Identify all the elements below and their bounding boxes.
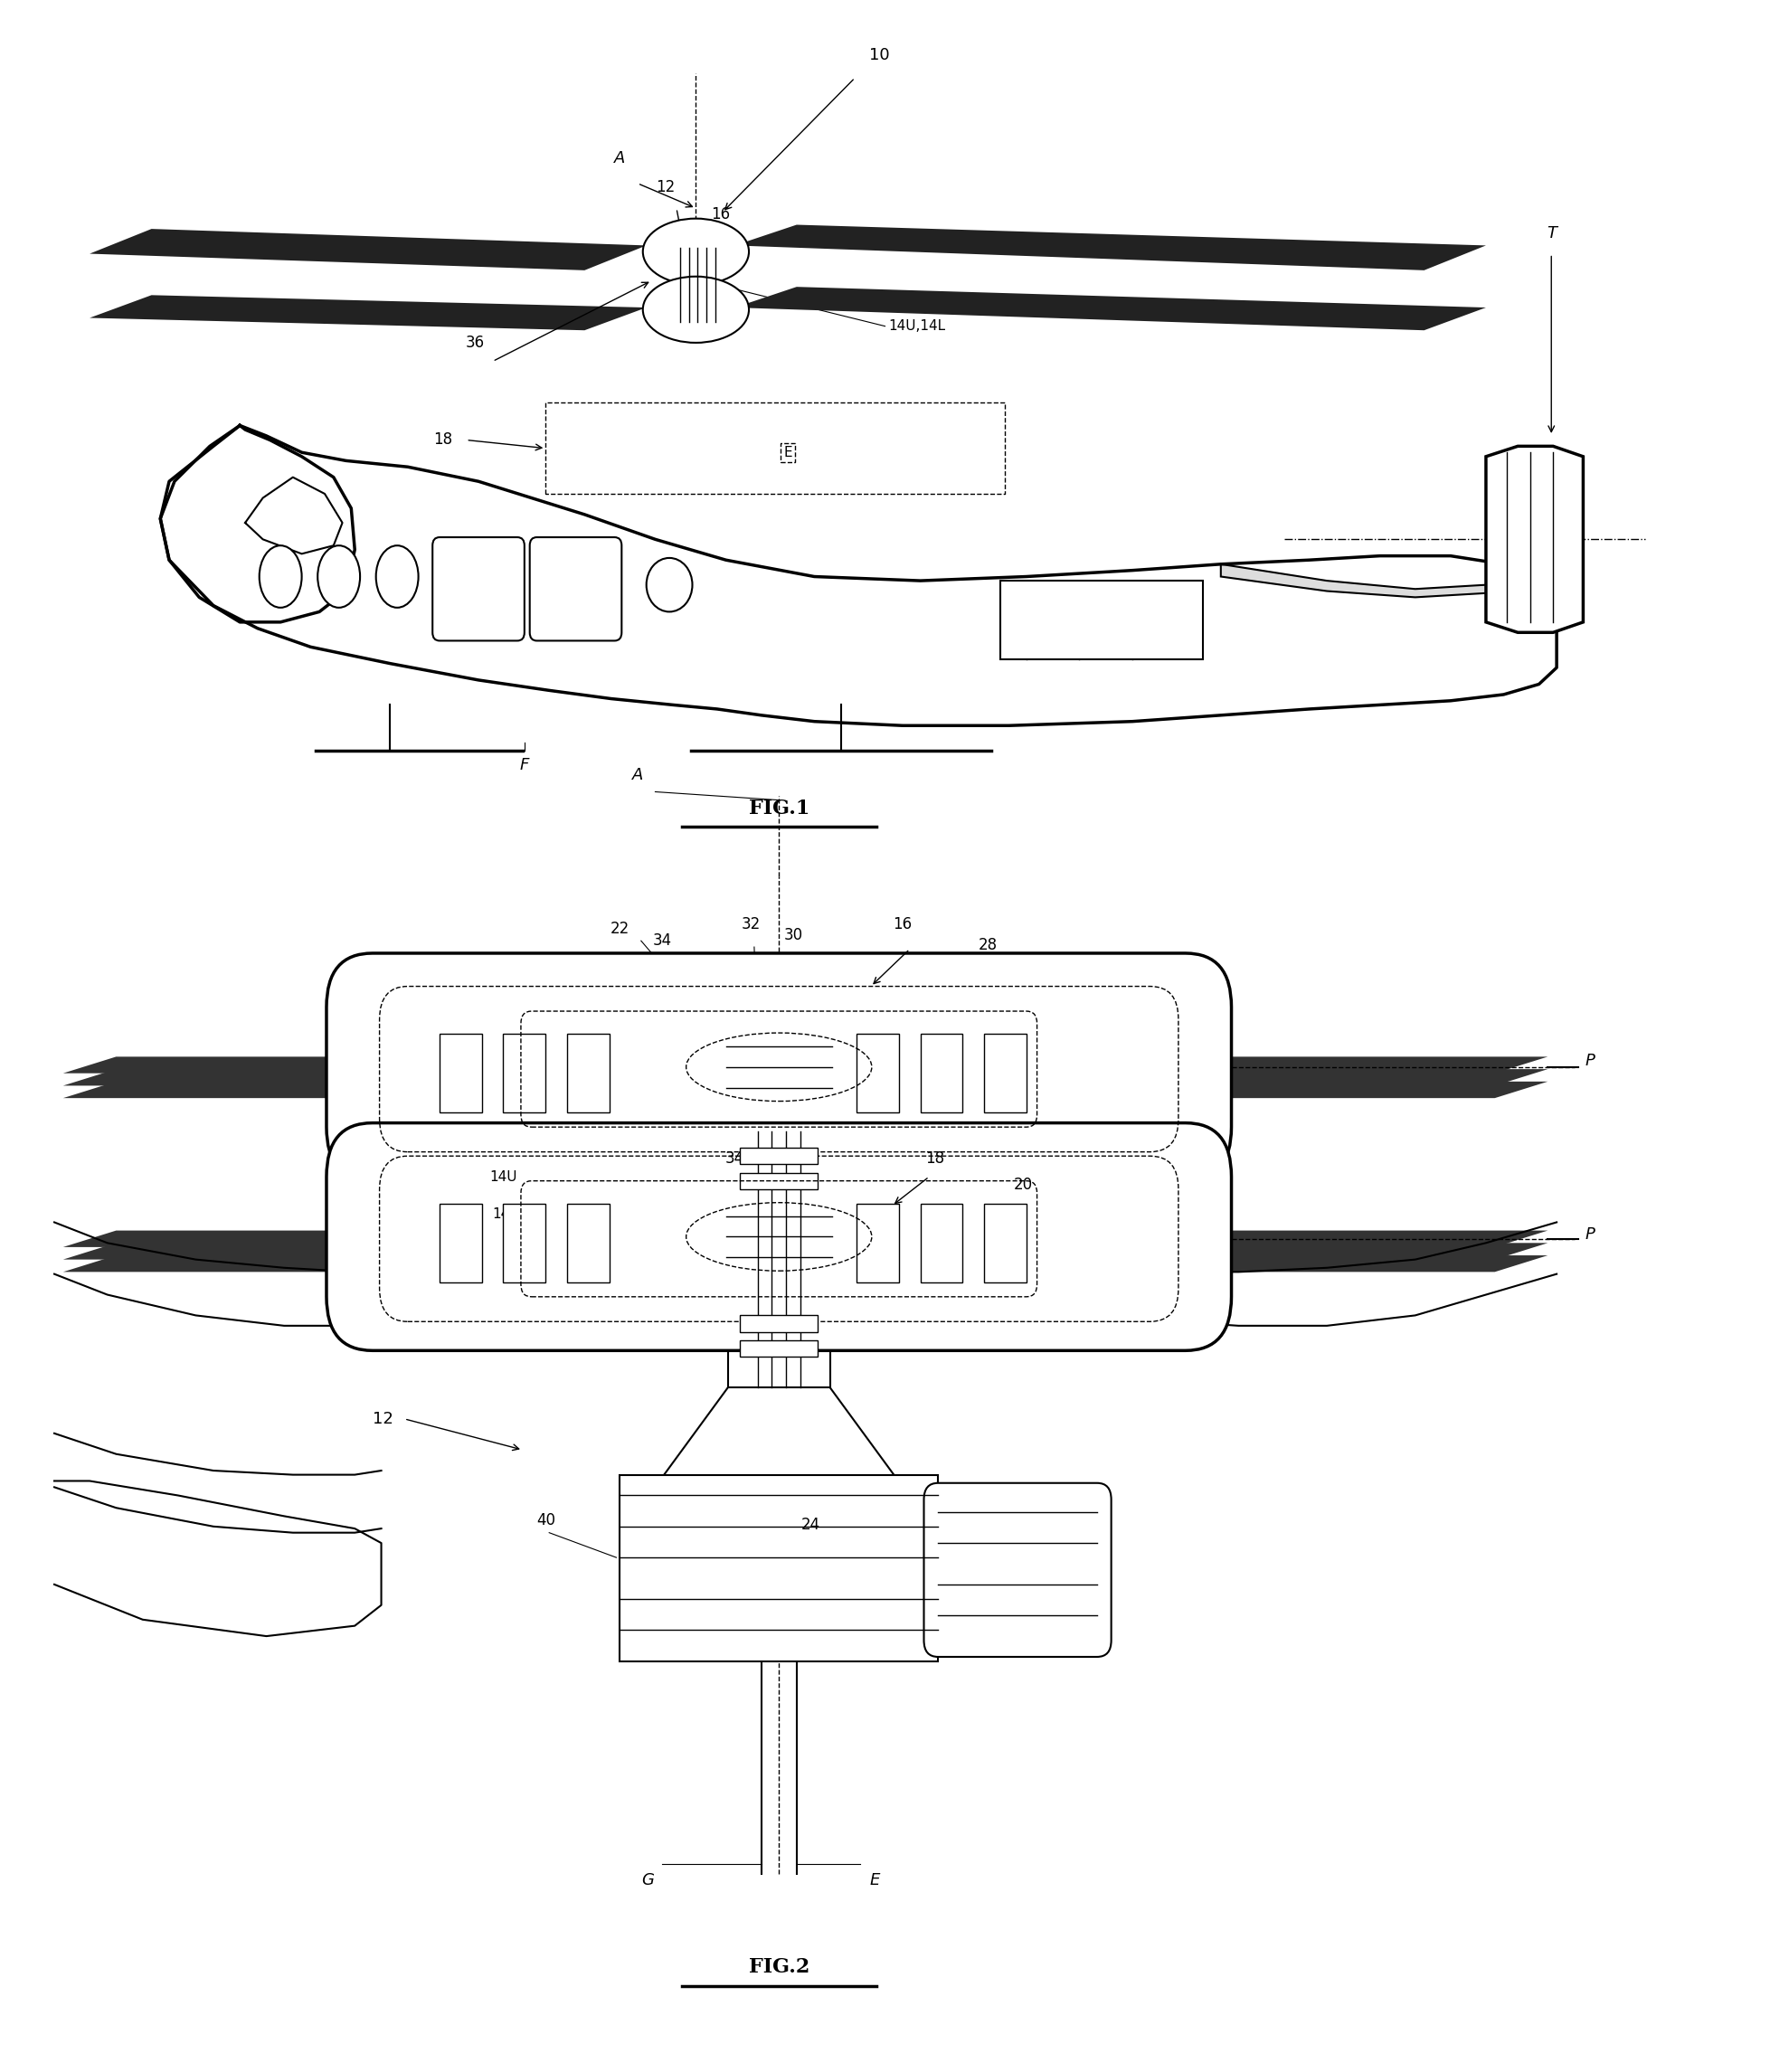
Bar <box>439 1034 481 1113</box>
Bar <box>984 1204 1027 1283</box>
Polygon shape <box>64 1069 381 1086</box>
Polygon shape <box>1177 1243 1547 1260</box>
Text: 16: 16 <box>712 207 731 222</box>
Text: 20: 20 <box>1012 1177 1032 1193</box>
FancyBboxPatch shape <box>326 1202 396 1280</box>
Text: 16: 16 <box>894 916 912 932</box>
Polygon shape <box>1221 564 1556 597</box>
Text: 22: 22 <box>611 920 630 937</box>
Text: 12: 12 <box>373 1411 393 1428</box>
Bar <box>503 1034 545 1113</box>
Bar <box>1000 580 1204 659</box>
Text: 36: 36 <box>466 336 485 350</box>
Text: P: P <box>1584 1053 1595 1069</box>
Text: 24: 24 <box>802 1517 820 1533</box>
Text: E: E <box>784 445 793 460</box>
Bar <box>619 1475 938 1662</box>
Bar <box>740 1341 818 1357</box>
Text: 40: 40 <box>536 1513 556 1529</box>
Text: 18: 18 <box>434 431 453 448</box>
Text: 14L: 14L <box>492 1208 517 1220</box>
Ellipse shape <box>643 276 749 342</box>
Ellipse shape <box>375 545 418 607</box>
Bar <box>920 1204 963 1283</box>
Bar <box>920 1034 963 1113</box>
Bar <box>439 1204 481 1283</box>
Ellipse shape <box>260 545 301 607</box>
Text: P: P <box>1584 1227 1595 1243</box>
Polygon shape <box>64 1082 381 1098</box>
Polygon shape <box>64 1243 381 1260</box>
FancyBboxPatch shape <box>326 1123 1232 1351</box>
Text: 32: 32 <box>742 916 761 932</box>
Bar <box>566 1034 609 1113</box>
Text: F: F <box>520 756 529 773</box>
FancyBboxPatch shape <box>924 1484 1112 1658</box>
Ellipse shape <box>317 545 359 607</box>
Text: A: A <box>632 767 643 783</box>
Polygon shape <box>64 1231 381 1247</box>
Text: L: L <box>1570 530 1581 547</box>
Bar <box>671 247 720 321</box>
Polygon shape <box>1177 1069 1547 1086</box>
Text: G: G <box>643 1873 655 1888</box>
FancyBboxPatch shape <box>1161 1028 1232 1106</box>
Text: E: E <box>869 1873 880 1888</box>
Text: 10: 10 <box>869 48 890 64</box>
Text: FIG.2: FIG.2 <box>749 1958 809 1977</box>
Bar <box>566 1204 609 1283</box>
Bar <box>857 1034 899 1113</box>
Polygon shape <box>64 1057 381 1073</box>
Bar <box>740 1173 818 1189</box>
Circle shape <box>646 557 692 611</box>
Bar <box>984 1034 1027 1113</box>
Text: 14U: 14U <box>490 1171 517 1183</box>
Ellipse shape <box>434 545 476 607</box>
FancyBboxPatch shape <box>326 953 1232 1181</box>
Text: 14U,14L: 14U,14L <box>889 319 945 334</box>
Text: 30: 30 <box>798 1150 816 1167</box>
Polygon shape <box>90 294 646 329</box>
Polygon shape <box>90 228 646 269</box>
FancyBboxPatch shape <box>529 537 621 640</box>
Bar <box>727 1131 830 1388</box>
Text: 34: 34 <box>653 932 673 949</box>
FancyBboxPatch shape <box>326 1028 396 1106</box>
Bar <box>740 1148 818 1164</box>
Polygon shape <box>64 1256 381 1272</box>
Polygon shape <box>735 224 1487 269</box>
FancyBboxPatch shape <box>1161 1202 1232 1280</box>
Text: 32: 32 <box>763 1150 782 1167</box>
Bar <box>503 1204 545 1283</box>
Text: T: T <box>1547 226 1556 240</box>
Bar <box>740 1316 818 1332</box>
Bar <box>857 1204 899 1283</box>
Ellipse shape <box>643 218 749 284</box>
Polygon shape <box>1177 1082 1547 1098</box>
Polygon shape <box>1177 1057 1547 1073</box>
Text: FIG.1: FIG.1 <box>749 798 809 818</box>
Polygon shape <box>1177 1231 1547 1247</box>
Polygon shape <box>1177 1256 1547 1272</box>
Text: 18: 18 <box>926 1150 943 1167</box>
Text: 12: 12 <box>657 180 676 195</box>
Polygon shape <box>1487 445 1582 632</box>
Text: 30: 30 <box>784 926 802 943</box>
Text: A: A <box>614 151 625 168</box>
Polygon shape <box>735 286 1487 329</box>
FancyBboxPatch shape <box>432 537 524 640</box>
Text: 28: 28 <box>979 937 997 953</box>
Text: 34: 34 <box>726 1150 745 1167</box>
